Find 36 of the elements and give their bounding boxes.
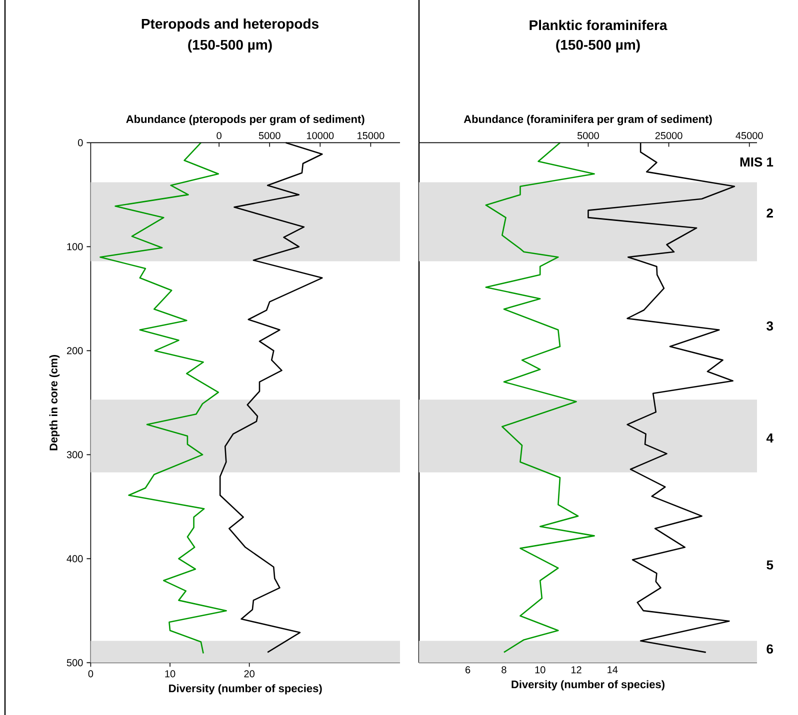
x2-tick-label: 15000 xyxy=(358,132,384,140)
chart-subtitle: (150-500 µm) xyxy=(188,39,272,53)
text: 4 xyxy=(766,434,774,442)
x-tick-label: 14 xyxy=(608,666,618,674)
x-axis-title: Diversity (number of species) xyxy=(512,680,664,690)
y-tick-label: 400 xyxy=(66,555,83,562)
x-axis-title: Diversity (number of species) xyxy=(169,684,322,694)
y-tick-label: 0 xyxy=(78,139,83,146)
x-tick-label: 10 xyxy=(535,666,546,674)
x2-axis-title: Abundance (pteropods per gram of sediment) xyxy=(126,114,364,126)
annotation: MIS 1 xyxy=(740,157,774,167)
chart-subtitle: (150-500 µm) xyxy=(556,39,640,53)
x-tick-label: 12 xyxy=(571,666,582,674)
x-tick-label: 0 xyxy=(88,670,94,678)
text: 3 xyxy=(766,321,774,331)
y-tick-label: 200 xyxy=(66,347,83,354)
y-tick-label: 300 xyxy=(66,451,83,458)
text: 2 xyxy=(766,208,773,218)
x2-tick-label: 25000 xyxy=(655,132,682,140)
x-tick-label: 20 xyxy=(244,670,254,678)
x-tick-label: 6 xyxy=(466,666,470,674)
x2-tick-label: 5000 xyxy=(577,132,599,140)
y-tick-label: 100 xyxy=(67,243,83,250)
x2-tick-label: 45000 xyxy=(736,132,763,140)
y-axis-title: Depth in core (cm) xyxy=(49,354,60,450)
chart-title: Planktic foraminifera xyxy=(530,20,668,30)
x-tick-label: 8 xyxy=(502,666,506,674)
x2-axis-title: Abundance (foraminifera per gram of sediment) xyxy=(464,114,712,126)
x2-tick-label: 0 xyxy=(216,132,222,140)
x2-tick-label: 10000 xyxy=(307,132,334,140)
text: 5 xyxy=(766,560,774,570)
text: 6 xyxy=(766,644,774,654)
x-tick-label: 10 xyxy=(165,670,176,678)
chart-title: Pteropods and heteropods xyxy=(142,18,318,32)
y-tick-label: 500 xyxy=(66,659,83,666)
x2-tick-label: 5000 xyxy=(258,132,280,140)
